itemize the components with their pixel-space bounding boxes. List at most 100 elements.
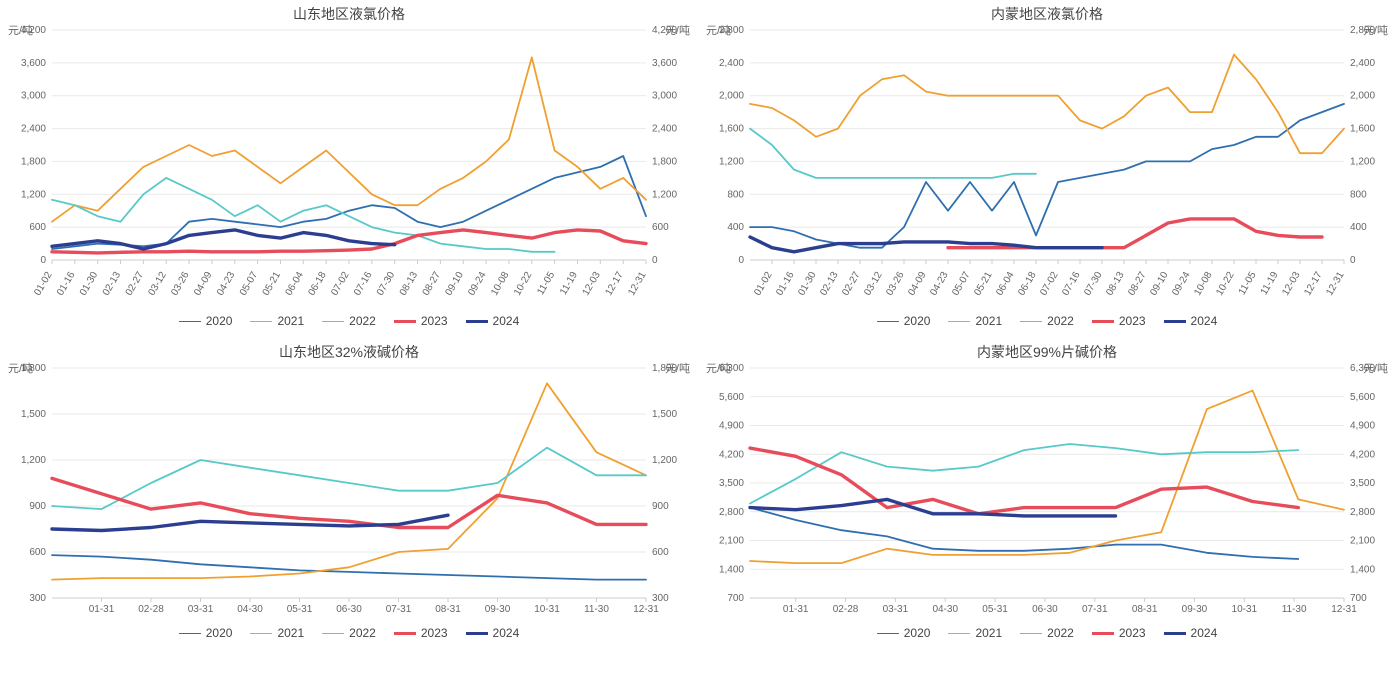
y-tick-label-right: 3,000 <box>652 91 677 102</box>
x-tick-label: 07-16 <box>352 270 375 298</box>
y-tick-label: 600 <box>29 222 46 233</box>
y-tick-label-right: 600 <box>652 547 669 558</box>
x-tick-label: 08-27 <box>421 270 444 298</box>
y-tick-label-right: 400 <box>1350 222 1367 233</box>
y-tick-label-right: 3,500 <box>1350 478 1375 489</box>
x-tick-label: 02-13 <box>101 270 124 298</box>
x-tick-label: 08-31 <box>1132 604 1158 615</box>
chart-svg: 004004008008001,2001,2001,6001,6002,0002… <box>698 24 1396 312</box>
axis-label-right: 元/吨 <box>1363 24 1388 37</box>
y-tick-label-right: 1,600 <box>1350 124 1375 135</box>
x-tick-label: 08-13 <box>1104 270 1127 298</box>
x-tick-label: 06-30 <box>1032 604 1058 615</box>
x-tick-label: 08-27 <box>1126 270 1149 298</box>
legend-swatch <box>1020 633 1042 634</box>
series-2022 <box>750 129 1036 178</box>
axis-label-left: 元/吨 <box>8 24 33 37</box>
y-tick-label: 1,500 <box>21 409 46 420</box>
legend-item: 2022 <box>322 314 376 328</box>
x-tick-label: 09-10 <box>444 270 467 298</box>
legend-label: 2023 <box>421 626 448 640</box>
x-tick-label: 12-03 <box>581 270 604 298</box>
y-tick-label: 4,200 <box>719 449 744 460</box>
x-tick-label: 03-31 <box>883 604 909 615</box>
x-tick-label: 08-13 <box>398 270 421 298</box>
y-tick-label-right: 3,600 <box>652 58 677 69</box>
x-tick-label: 10-22 <box>1214 270 1237 298</box>
legend-label: 2022 <box>349 314 376 328</box>
legend-label: 2020 <box>904 626 931 640</box>
x-tick-label: 11-05 <box>1237 270 1259 297</box>
x-tick-label: 07-02 <box>1038 270 1061 298</box>
series-2024 <box>750 237 1102 252</box>
legend: 20202021202220232024 <box>698 626 1396 640</box>
series-2024 <box>52 230 395 249</box>
x-tick-label: 01-16 <box>774 270 797 298</box>
legend-swatch <box>1092 632 1114 635</box>
x-tick-label: 03-26 <box>884 270 907 298</box>
x-tick-label: 11-30 <box>584 604 609 615</box>
x-tick-label: 05-31 <box>982 604 1008 615</box>
x-tick-label: 10-31 <box>534 604 560 615</box>
legend: 20202021202220232024 <box>698 314 1396 328</box>
x-tick-label: 04-23 <box>215 270 238 298</box>
x-tick-label: 04-30 <box>237 604 263 615</box>
chart-title: 内蒙地区99%片碱价格 <box>698 342 1396 362</box>
legend-item: 2024 <box>1164 314 1218 328</box>
legend-swatch <box>948 633 970 634</box>
x-tick-label: 05-31 <box>287 604 313 615</box>
x-tick-label: 09-10 <box>1148 270 1171 298</box>
y-tick-label-right: 1,200 <box>1350 156 1375 167</box>
legend-swatch <box>1092 320 1114 323</box>
legend-swatch <box>877 633 899 634</box>
y-tick-label: 700 <box>727 593 744 604</box>
y-tick-label: 1,400 <box>719 564 744 575</box>
y-tick-label: 2,400 <box>21 124 46 135</box>
y-tick-label-right: 2,000 <box>1350 91 1375 102</box>
legend-label: 2024 <box>1191 626 1218 640</box>
y-tick-label-right: 5,600 <box>1350 392 1375 403</box>
y-tick-label: 3,500 <box>719 478 744 489</box>
legend-label: 2020 <box>206 314 233 328</box>
y-tick-label-right: 4,200 <box>1350 449 1375 460</box>
x-tick-label: 05-07 <box>950 270 973 298</box>
y-tick-label-right: 1,200 <box>652 189 677 200</box>
y-tick-label: 1,200 <box>21 455 46 466</box>
x-tick-label: 07-31 <box>386 604 412 615</box>
x-tick-label: 10-08 <box>489 270 512 298</box>
x-tick-label: 05-07 <box>238 270 261 298</box>
chart-svg: 7007001,4001,4002,1002,1002,8002,8003,50… <box>698 362 1396 624</box>
x-tick-label: 01-31 <box>89 604 115 615</box>
legend-swatch <box>250 321 272 322</box>
legend-swatch <box>179 633 201 634</box>
y-tick-label-right: 700 <box>1350 593 1367 604</box>
x-tick-label: 12-31 <box>1324 270 1347 298</box>
legend-item: 2022 <box>322 626 376 640</box>
legend-item: 2023 <box>394 314 448 328</box>
legend-label: 2023 <box>421 314 448 328</box>
x-tick-label: 06-18 <box>306 270 329 298</box>
x-tick-label: 11-19 <box>558 270 580 297</box>
legend-swatch <box>394 320 416 323</box>
series-2022 <box>750 444 1298 504</box>
legend: 20202021202220232024 <box>0 314 698 328</box>
chart-title: 内蒙地区液氯价格 <box>698 4 1396 24</box>
legend-swatch <box>466 632 488 635</box>
x-tick-label: 01-16 <box>55 270 78 298</box>
axis-label-left: 元/吨 <box>706 362 731 375</box>
y-tick-label: 900 <box>29 501 46 512</box>
legend-swatch <box>1020 321 1042 322</box>
legend-label: 2021 <box>975 626 1002 640</box>
chart-grid: 山东地区液氯价格006006001,2001,2001,8001,8002,40… <box>0 0 1396 676</box>
axis-label-left: 元/吨 <box>706 24 731 37</box>
y-tick-label-right: 600 <box>652 222 669 233</box>
x-tick-label: 11-19 <box>1259 270 1281 297</box>
y-tick-label-right: 2,100 <box>1350 536 1375 547</box>
y-tick-label: 400 <box>727 222 744 233</box>
legend-item: 2024 <box>1164 626 1218 640</box>
legend-label: 2022 <box>1047 626 1074 640</box>
x-tick-label: 10-22 <box>512 270 535 298</box>
x-tick-label: 03-12 <box>147 270 170 298</box>
axis-label-right: 元/吨 <box>665 362 690 375</box>
x-tick-label: 12-31 <box>1331 604 1357 615</box>
